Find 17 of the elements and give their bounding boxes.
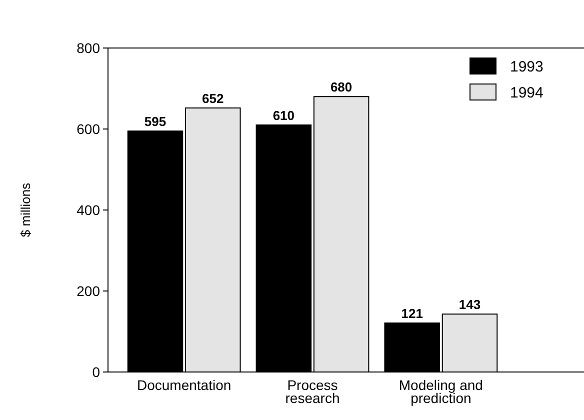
data-label: 652 [202,90,224,106]
y-tick-label: 800 [76,40,100,56]
data-label: 680 [330,80,352,95]
data-label: 121 [401,306,423,321]
y-tick-label: 400 [76,202,100,218]
x-tick-label: Process research [285,377,340,406]
data-label: 595 [144,114,166,130]
x-tick-label: Modeling and prediction [398,377,483,406]
legend-label: 1993 [510,58,544,76]
data-label: 143 [458,297,481,312]
y-tick-label: 200 [76,282,100,299]
y-axis-title: $ millions [18,182,33,238]
y-tick-label: 600 [76,120,100,137]
legend-label: 1994 [510,84,544,102]
y-tick-label: 0 [92,364,100,380]
x-tick-label: Documentation [136,377,232,393]
data-label: 610 [272,108,295,123]
